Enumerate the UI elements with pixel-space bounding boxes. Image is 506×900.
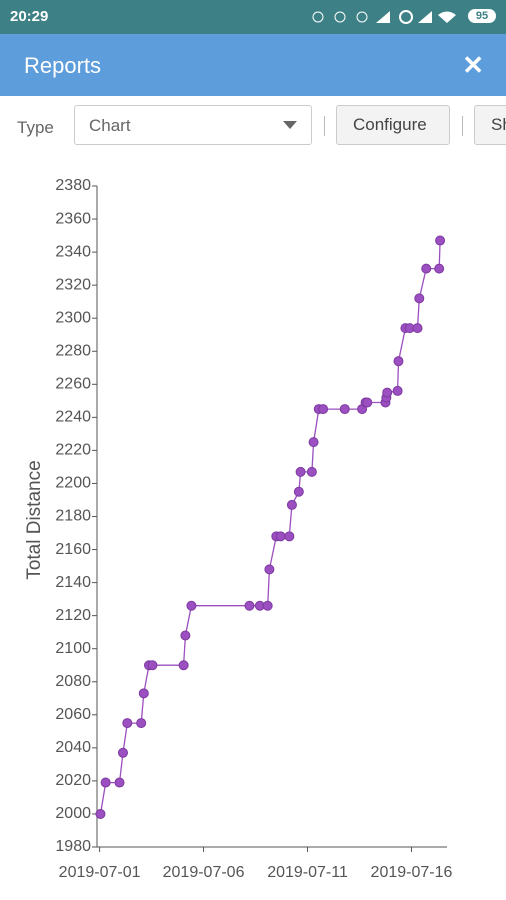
data-point	[262, 600, 273, 611]
y-tick-label: 2240	[55, 409, 91, 426]
data-point	[339, 404, 350, 415]
chart: Total Distance 1980 2000 2020 2040 2060 2080 2…	[24, 177, 453, 881]
y-tick-label: 2060	[55, 706, 91, 723]
data-point	[284, 531, 295, 542]
data-point	[295, 466, 306, 477]
data-point	[286, 499, 297, 510]
y-tick-label: 2200	[55, 475, 91, 492]
data-point	[275, 531, 286, 542]
separator	[462, 116, 463, 136]
data-point	[136, 718, 147, 729]
app-bar: Reports ✕	[0, 34, 506, 96]
data-point	[147, 660, 158, 671]
share-button[interactable]: Sh	[474, 105, 506, 145]
x-tick-label: 2019-07-11	[267, 864, 348, 881]
x-tick-label: 2019-07-16	[371, 864, 453, 881]
y-tick-label: 2160	[55, 541, 91, 558]
y-tick-label: 1980	[55, 838, 91, 855]
data-point	[434, 263, 445, 274]
data-point	[186, 600, 197, 611]
data-point	[382, 387, 393, 398]
y-tick-label: 2000	[55, 805, 91, 822]
configure-button[interactable]: Configure	[336, 105, 450, 145]
data-point	[414, 293, 425, 304]
y-tick-label: 2100	[55, 640, 91, 657]
y-axis-title: Total Distance	[24, 460, 45, 579]
clock: 20:29	[10, 8, 49, 25]
y-tick-label: 2260	[55, 376, 91, 393]
y-tick-label: 2360	[55, 210, 91, 227]
data-point	[117, 747, 128, 758]
y-tick-label: 2300	[55, 309, 91, 326]
data-point	[412, 323, 423, 334]
x-tick-label: 2019-07-01	[59, 864, 141, 881]
data-point	[393, 356, 404, 367]
data-point	[114, 777, 125, 788]
y-tick-label: 2140	[55, 574, 91, 591]
data-point	[95, 808, 106, 819]
data-point	[306, 466, 317, 477]
y-tick-label: 2080	[55, 673, 91, 690]
x-tick-label: 2019-07-06	[163, 864, 245, 881]
data-point	[122, 718, 133, 729]
toolbar: Type Chart Configure Sh	[0, 96, 506, 160]
data-point	[244, 600, 255, 611]
select-value: Chart	[89, 116, 131, 135]
screen-title: Reports	[24, 53, 102, 78]
y-tick-label: 2120	[55, 607, 91, 624]
data-point	[100, 777, 111, 788]
data-point	[318, 404, 329, 415]
y-tick-label: 2340	[55, 243, 91, 260]
status-icons	[312, 10, 456, 24]
type-select[interactable]: Chart	[74, 105, 312, 145]
type-label: Type	[17, 118, 54, 137]
dropdown-arrow	[283, 121, 297, 129]
data-point	[308, 437, 319, 448]
y-tick-label: 2220	[55, 442, 91, 459]
status-bar: 20:29 95	[0, 0, 506, 34]
data-point	[362, 397, 373, 408]
data-point	[180, 630, 191, 641]
y-tick-label: 2180	[55, 508, 91, 525]
data-point	[138, 688, 149, 699]
series-line	[99, 240, 441, 815]
y-tick-label: 2280	[55, 342, 91, 359]
y-tick-label: 2020	[55, 772, 91, 789]
data-point	[264, 564, 275, 575]
y-tick-label: 2040	[55, 739, 91, 756]
close-button[interactable]: ✕	[462, 50, 484, 80]
y-tick-label: 2320	[55, 276, 91, 293]
data-point	[392, 385, 403, 396]
y-tick-label: 2380	[55, 177, 91, 194]
battery: 95	[468, 9, 496, 23]
separator	[324, 116, 325, 136]
data-point	[421, 263, 432, 274]
data-point	[435, 235, 446, 246]
data-point	[178, 660, 189, 671]
data-point	[293, 486, 304, 497]
